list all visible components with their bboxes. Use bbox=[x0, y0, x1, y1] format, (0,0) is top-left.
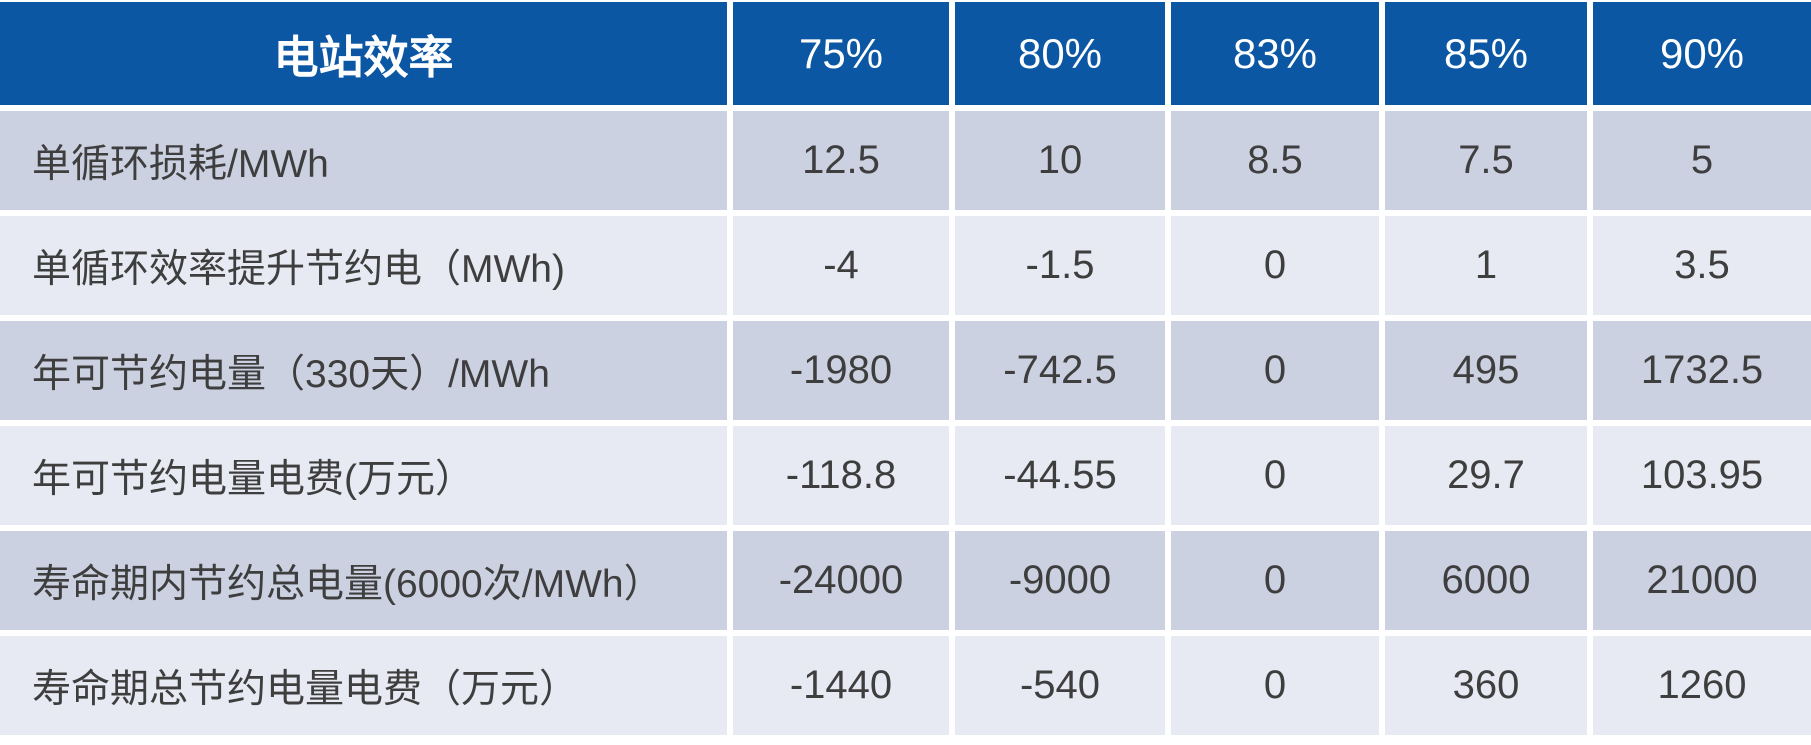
table-cell: -1980 bbox=[733, 321, 949, 420]
row-label: 年可节约电量电费(万元） bbox=[0, 426, 727, 525]
table-cell: 0 bbox=[1171, 426, 1379, 525]
table-cell: 29.7 bbox=[1385, 426, 1587, 525]
row-label: 单循环效率提升节约电（MWh) bbox=[0, 216, 727, 315]
table-cell: 21000 bbox=[1593, 531, 1811, 630]
column-header-80: 80% bbox=[955, 2, 1165, 105]
table-cell: -24000 bbox=[733, 531, 949, 630]
table-cell: 1 bbox=[1385, 216, 1587, 315]
table-cell: 8.5 bbox=[1171, 111, 1379, 210]
table-cell: -1440 bbox=[733, 636, 949, 735]
table-cell: 6000 bbox=[1385, 531, 1587, 630]
row-label: 单循环损耗/MWh bbox=[0, 111, 727, 210]
table-cell: -1.5 bbox=[955, 216, 1165, 315]
table-cell: 0 bbox=[1171, 636, 1379, 735]
row-label: 寿命期内节约总电量(6000次/MWh） bbox=[0, 531, 727, 630]
table-cell: -118.8 bbox=[733, 426, 949, 525]
table-cell: 1260 bbox=[1593, 636, 1811, 735]
row-label: 寿命期总节约电量电费（万元） bbox=[0, 636, 727, 735]
table-cell: 0 bbox=[1171, 321, 1379, 420]
table-cell: 3.5 bbox=[1593, 216, 1811, 315]
table-cell: 5 bbox=[1593, 111, 1811, 210]
table-cell: 360 bbox=[1385, 636, 1587, 735]
table-cell: -4 bbox=[733, 216, 949, 315]
table-cell: 495 bbox=[1385, 321, 1587, 420]
table-cell: 7.5 bbox=[1385, 111, 1587, 210]
table-cell: -9000 bbox=[955, 531, 1165, 630]
column-header-85: 85% bbox=[1385, 2, 1587, 105]
table-cell: -44.55 bbox=[955, 426, 1165, 525]
table-cell: -540 bbox=[955, 636, 1165, 735]
table-cell: 0 bbox=[1171, 531, 1379, 630]
table-cell: 103.95 bbox=[1593, 426, 1811, 525]
table-cell: 1732.5 bbox=[1593, 321, 1811, 420]
table-cell: 12.5 bbox=[733, 111, 949, 210]
row-label: 年可节约电量（330天）/MWh bbox=[0, 321, 727, 420]
table-cell: -742.5 bbox=[955, 321, 1165, 420]
header-title-cell: 电站效率 bbox=[0, 2, 727, 105]
column-header-75: 75% bbox=[733, 2, 949, 105]
column-header-90: 90% bbox=[1593, 2, 1811, 105]
table-cell: 10 bbox=[955, 111, 1165, 210]
column-header-83: 83% bbox=[1171, 2, 1379, 105]
table-cell: 0 bbox=[1171, 216, 1379, 315]
